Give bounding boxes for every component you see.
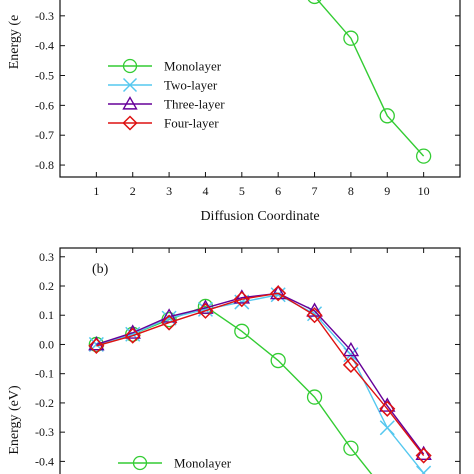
top-series-group: [307, 0, 432, 164]
bottom-point-four-layer: [379, 400, 396, 417]
top-legend-label: Three-layer: [164, 97, 225, 112]
bottom-y-axis-label: Energy (eV): [7, 385, 22, 455]
top-point-monolayer: [379, 108, 395, 124]
top-legend-marker: [122, 96, 138, 110]
bottom-y-tick-label: -0.1: [35, 367, 54, 381]
top-legend-label: Two-layer: [164, 78, 218, 93]
bottom-point-four-layer: [342, 356, 359, 373]
top-y-tick-label: -0.5: [35, 69, 54, 83]
bottom-point-monolayer: [234, 323, 250, 339]
bottom-point-monolayer: [125, 326, 141, 342]
bottom-y-tick-label: 0.1: [39, 308, 54, 322]
top-legend-label: Four-layer: [164, 116, 219, 131]
bottom-point-three-layer: [269, 284, 287, 300]
top-x-tick-label: 4: [202, 184, 208, 198]
bottom-plot-frame: [59, 247, 461, 474]
top-x-tick-label: 7: [312, 184, 318, 198]
bottom-point-four-layer: [124, 327, 141, 344]
top-legend-marker-b: [122, 77, 138, 93]
bottom-point-three-layer: [342, 341, 360, 357]
bottom-point-four-layer: [197, 302, 214, 319]
top-legend: Monolayer Two-layer Three-layer Four-layer: [108, 59, 225, 131]
bottom-point-four-layer: [306, 307, 323, 324]
bottom-point-two-layer-b: [161, 310, 177, 326]
top-x-axis-label: Diffusion Coordinate: [200, 209, 319, 224]
bottom-point-three-layer: [88, 336, 105, 351]
bottom-series-group: [88, 284, 432, 474]
bottom-point-four-layer: [415, 447, 432, 464]
top-legend-marker: [122, 58, 138, 74]
top-y-axis-label: Energy (e: [7, 15, 22, 70]
bottom-point-two-layer-b: [421, 465, 432, 474]
bottom-series-line-two-layer: [96, 294, 425, 474]
bottom-panel: 0.3 0.2 0.1 0.0 -0.1 -0.2 -0.3 -0.4 Energy (eV) (…: [7, 247, 461, 474]
bottom-y-tick-label: -0.4: [35, 454, 54, 468]
top-x-tick-label: 3: [166, 184, 172, 198]
bottom-series-line-four-layer: [96, 292, 425, 456]
top-x-tick-label: 2: [130, 184, 136, 198]
bottom-y-tick-label: -0.3: [35, 425, 54, 439]
top-x-tick-label: 10: [418, 184, 430, 198]
top-y-tick-label: -0.6: [35, 98, 54, 112]
top-y-tick-label: -0.3: [35, 9, 54, 23]
bottom-point-four-layer: [161, 314, 178, 331]
top-plot-frame: [59, 0, 461, 178]
bottom-point-four-layer: [88, 337, 105, 354]
bottom-legend-label: Monolayer: [174, 456, 232, 471]
bottom-point-monolayer: [343, 440, 359, 456]
top-legend-marker: [122, 77, 138, 93]
top-point-monolayer: [307, 0, 322, 5]
top-point-monolayer: [343, 30, 359, 46]
top-legend-label: Monolayer: [164, 59, 222, 74]
top-legend-marker: [122, 115, 138, 131]
bottom-legend: Monolayer: [118, 456, 232, 471]
bottom-legend-marker: [132, 455, 148, 471]
bottom-point-four-layer: [270, 285, 287, 302]
bottom-y-tick-label: 0.3: [39, 250, 54, 264]
top-x-tick-label: 8: [348, 184, 354, 198]
top-y-tick-label: -0.8: [35, 158, 54, 172]
top-panel: -0.3 -0.4 -0.5 -0.6 -0.7 -0.8 1 2 3 4 5 6 7 8 9 10 Diffu…: [7, 0, 461, 224]
bottom-point-two-layer-b: [379, 420, 395, 436]
bottom-point-four-layer: [233, 291, 250, 308]
bottom-point-monolayer: [270, 352, 286, 369]
bottom-point-two-layer: [416, 465, 432, 474]
top-series-line-monolayer: [316, 0, 425, 157]
bottom-point-three-layer: [415, 445, 432, 461]
bottom-y-tick-label: -0.2: [35, 396, 54, 410]
top-y-tick-label: -0.7: [35, 128, 54, 142]
bottom-y-tick-label: 0.0: [39, 337, 54, 351]
bottom-point-two-layer: [379, 420, 395, 436]
top-x-tick-label: 6: [275, 184, 281, 198]
top-x-tick-label: 5: [239, 184, 245, 198]
top-x-tick-label: 1: [93, 184, 99, 198]
bottom-point-two-layer: [161, 310, 177, 326]
bottom-point-monolayer: [306, 389, 323, 405]
bottom-point-three-layer: [233, 289, 251, 304]
bottom-series-line-three-layer: [96, 292, 425, 455]
bottom-panel-label: (b): [92, 262, 109, 277]
top-point-monolayer: [415, 148, 432, 164]
bottom-y-tick-label: 0.2: [39, 279, 54, 293]
top-y-tick-label: -0.4: [35, 39, 54, 53]
top-x-tick-label: 9: [384, 184, 390, 198]
